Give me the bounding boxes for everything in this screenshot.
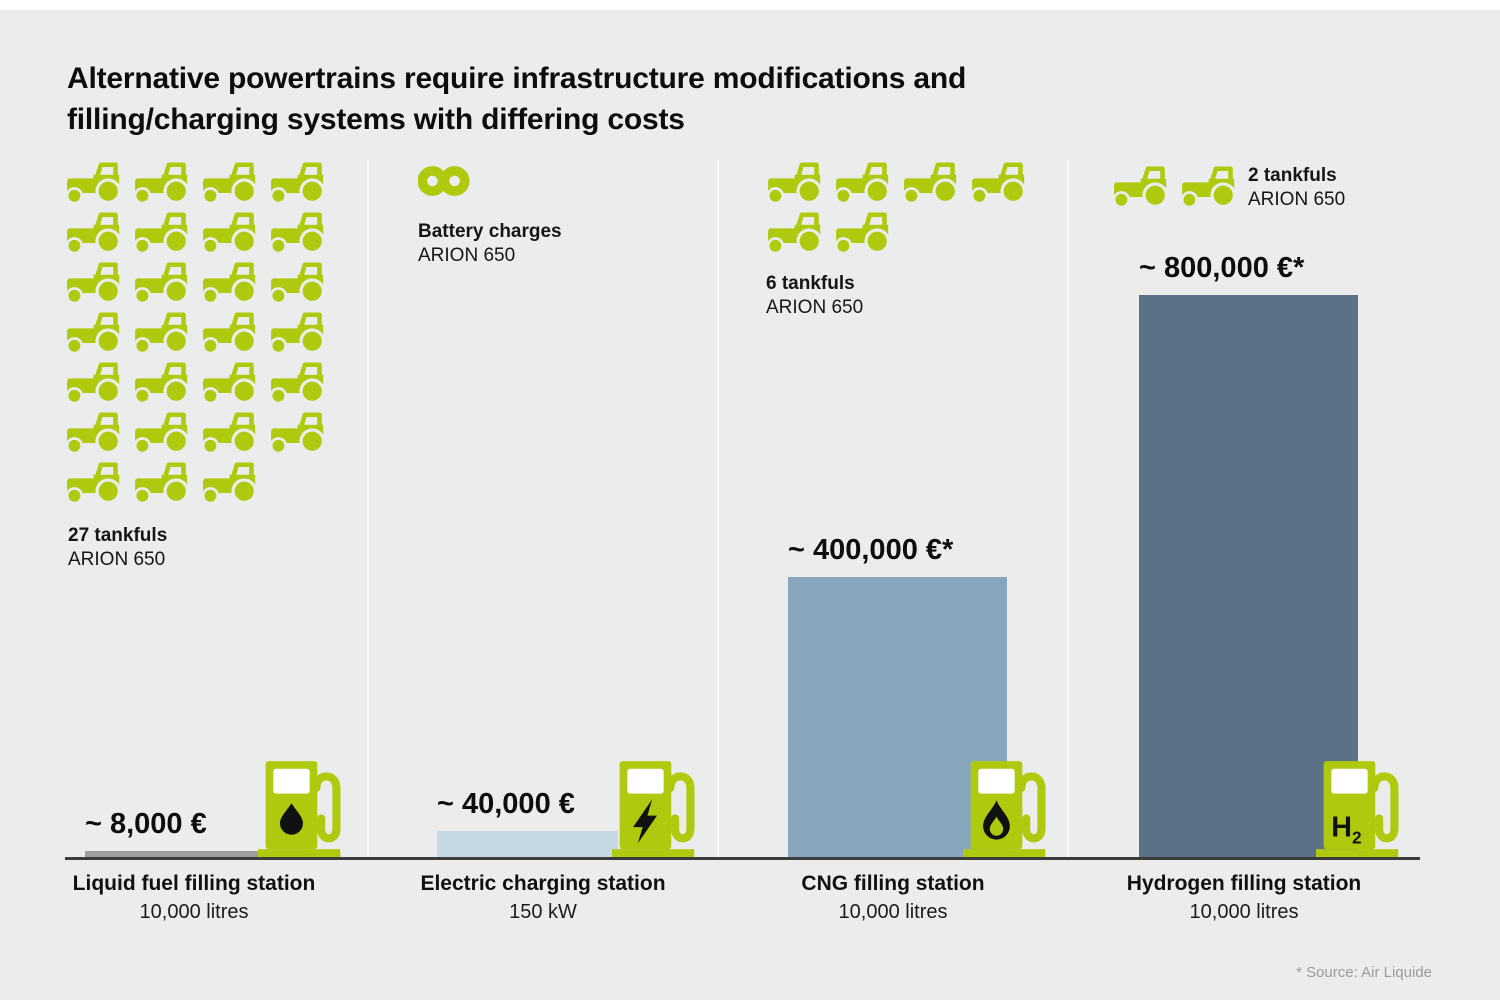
tractor-icon <box>133 212 192 254</box>
tractor-icon <box>133 312 192 354</box>
tankfuls-caption-electric: Battery charges ARION 650 <box>418 220 562 268</box>
station-capacity: 150 kW <box>509 901 577 923</box>
tractor-icon <box>201 462 260 504</box>
title-line-2: filling/charging systems with differing … <box>67 103 685 136</box>
title-line-1: Alternative powertrains require infrastr… <box>67 62 967 95</box>
tractor-icon <box>269 312 328 354</box>
top-margin-strip <box>0 0 1500 10</box>
section-divider <box>367 160 369 858</box>
infinity-icon <box>418 164 470 198</box>
tractor-icon <box>65 362 124 404</box>
tractor-icon <box>766 212 825 254</box>
fuel-pump-icon-cng <box>963 756 1051 860</box>
tractor-icon <box>269 262 328 304</box>
tankfuls-caption-liquid-fuel: 27 tankfuls ARION 650 <box>68 524 167 572</box>
tankfuls-count-label: 27 tankfuls <box>68 525 168 546</box>
tankfuls-pictogram-hydrogen <box>1112 166 1252 216</box>
tractor-icon <box>269 412 328 454</box>
tractor-icon <box>133 162 192 204</box>
tractor-model-label: ARION 650 <box>1248 189 1346 210</box>
tractor-icon <box>201 362 260 404</box>
tractor-icon <box>133 412 192 454</box>
tractor-icon <box>766 162 825 204</box>
station-capacity: 10,000 litres <box>1189 901 1299 923</box>
station-name: Hydrogen filling station <box>1126 872 1362 895</box>
lightning-bolt-icon <box>633 799 657 844</box>
tractor-icon <box>65 462 124 504</box>
charging-pump-icon-electric <box>612 756 700 860</box>
cost-bar-liquid-fuel <box>85 851 265 859</box>
tankfuls-count-label: 2 tankfuls <box>1248 165 1337 186</box>
tankfuls-count-label: Battery charges <box>418 221 562 242</box>
station-name: CNG filling station <box>801 872 985 895</box>
tractor-icon <box>970 162 1029 204</box>
tractor-icon <box>133 262 192 304</box>
tractor-icon <box>201 262 260 304</box>
tractor-icon <box>65 312 124 354</box>
station-label-liquid-fuel: Liquid fuel filling station 10,000 litre… <box>44 872 344 924</box>
baseline-axis <box>65 857 1420 860</box>
cost-bar-electric <box>437 831 618 859</box>
tractor-icon <box>133 462 192 504</box>
tractor-icon <box>1180 166 1239 208</box>
station-name: Liquid fuel filling station <box>72 872 316 895</box>
source-note: * Source: Air Liquide <box>1296 964 1432 981</box>
tractor-model-label: ARION 650 <box>68 549 166 570</box>
tractor-icon <box>834 212 893 254</box>
cost-value-cng: ~ 400,000 €* <box>788 534 954 566</box>
station-label-hydrogen: Hydrogen filling station 10,000 litres <box>1068 872 1420 924</box>
tractor-icon <box>65 262 124 304</box>
tractor-icon <box>269 362 328 404</box>
tractor-icon <box>133 362 192 404</box>
tractor-icon <box>269 212 328 254</box>
tractor-icon <box>834 162 893 204</box>
cost-bar-hydrogen <box>1139 295 1358 859</box>
fuel-pump-icon-liquid-fuel <box>258 756 346 860</box>
page-title: Alternative powertrains require infrastr… <box>67 58 1167 140</box>
station-label-electric: Electric charging station 150 kW <box>368 872 718 924</box>
tankfuls-caption-cng: 6 tankfuls ARION 650 <box>766 272 863 320</box>
tankfuls-pictogram-liquid-fuel <box>65 162 341 512</box>
cost-value-liquid-fuel: ~ 8,000 € <box>85 808 207 840</box>
station-label-cng: CNG filling station 10,000 litres <box>718 872 1068 924</box>
tractor-icon <box>65 212 124 254</box>
tankfuls-pictogram-cng <box>766 162 1042 262</box>
cost-bar-cng <box>788 577 1007 859</box>
cost-value-electric: ~ 40,000 € <box>437 788 575 820</box>
flame-icon <box>983 800 1010 840</box>
tractor-model-label: ARION 650 <box>766 297 864 318</box>
tractor-icon <box>201 412 260 454</box>
section-divider <box>1067 160 1069 858</box>
station-name: Electric charging station <box>420 872 666 895</box>
cost-value-hydrogen: ~ 800,000 €* <box>1139 252 1305 284</box>
tractor-icon <box>269 162 328 204</box>
section-divider <box>717 160 719 858</box>
station-capacity: 10,000 litres <box>838 901 948 923</box>
tractor-icon <box>1112 166 1171 208</box>
tractor-icon <box>65 162 124 204</box>
tractor-icon <box>201 312 260 354</box>
fuel-pump-icon-hydrogen: H2 <box>1316 756 1404 860</box>
tankfuls-count-label: 6 tankfuls <box>766 273 855 294</box>
tractor-icon <box>201 162 260 204</box>
tractor-icon <box>65 412 124 454</box>
tractor-model-label: ARION 650 <box>418 245 516 266</box>
station-capacity: 10,000 litres <box>139 901 249 923</box>
tractor-icon <box>902 162 961 204</box>
oil-drop-icon <box>280 803 303 835</box>
h2-icon: H2 <box>1331 812 1361 848</box>
tractor-icon <box>201 212 260 254</box>
tankfuls-caption-hydrogen: 2 tankfuls ARION 650 <box>1248 164 1345 212</box>
